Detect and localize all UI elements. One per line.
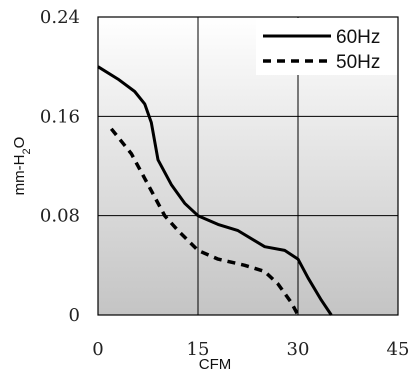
y-tick-label: 0.16 — [40, 106, 80, 127]
series-line-60hz — [97, 65, 333, 316]
legend: 60Hz 50Hz — [256, 18, 397, 75]
plot-frame — [97, 16, 399, 316]
y-axis-label-main: mm-H — [11, 154, 28, 195]
y-tick-label: 0 — [69, 305, 80, 326]
legend-label-50hz: 50Hz — [336, 52, 380, 73]
x-tick-label: 0 — [92, 339, 103, 360]
y-tick-label: 0.08 — [40, 206, 80, 227]
y-axis-label-tail: O — [11, 137, 28, 149]
y-tick-labels: 0 0.08 0.16 0.24 — [40, 7, 80, 326]
x-axis-label: CFM — [199, 356, 232, 373]
y-tick-label: 0.24 — [40, 7, 80, 28]
legend-label-60hz: 60Hz — [336, 27, 380, 48]
legend-background — [256, 18, 397, 75]
x-tick-label: 15 — [187, 339, 210, 360]
series-lines — [97, 65, 333, 316]
y-axis-label: mm-H2O — [11, 137, 33, 196]
x-tick-label: 30 — [287, 339, 310, 360]
y-axis-label-subscript: 2 — [21, 148, 33, 154]
x-tick-labels: 0 15 30 45 — [92, 339, 409, 360]
x-tick-label: 45 — [387, 339, 410, 360]
series-line-50hz — [109, 127, 300, 316]
